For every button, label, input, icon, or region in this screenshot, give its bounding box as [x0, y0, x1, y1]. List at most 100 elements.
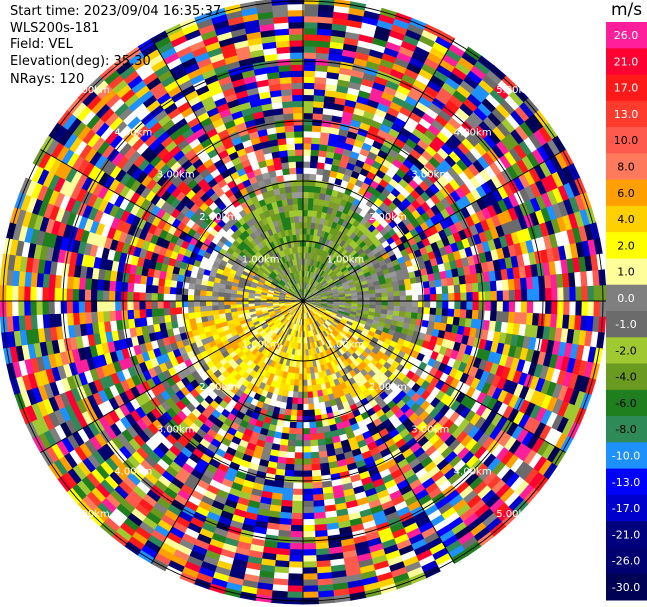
velocity-gate [345, 295, 352, 299]
velocity-gate [329, 360, 337, 368]
velocity-gate [486, 260, 496, 273]
velocity-gate [332, 490, 345, 500]
velocity-gate [319, 308, 326, 313]
velocity-gate [574, 271, 582, 288]
velocity-gate [324, 321, 331, 328]
velocity-gate [301, 307, 303, 314]
velocity-gate [257, 316, 265, 321]
velocity-gate [390, 319, 399, 327]
velocity-gate [500, 321, 509, 335]
velocity-gate [146, 324, 155, 334]
velocity-gate [86, 192, 99, 208]
velocity-gate [290, 524, 303, 532]
velocity-gate [102, 399, 115, 414]
velocity-gate [482, 471, 497, 487]
velocity-gate [103, 268, 112, 281]
velocity-gate [361, 450, 373, 461]
velocity-gate [423, 307, 431, 315]
velocity-gate [481, 194, 493, 209]
velocity-gate [346, 276, 354, 282]
velocity-gate [303, 227, 308, 235]
velocity-gate [49, 326, 58, 341]
velocity-gate [130, 374, 141, 387]
velocity-gate [212, 281, 221, 288]
velocity-gate [320, 295, 328, 299]
velocity-gate [417, 154, 430, 167]
velocity-gate [510, 110, 526, 127]
velocity-gate [286, 591, 303, 599]
velocity-gate [260, 304, 268, 308]
velocity-gate [315, 359, 321, 367]
velocity-gate [327, 317, 334, 323]
velocity-gate [372, 560, 390, 571]
velocity-gate [293, 330, 297, 338]
velocity-gate [341, 374, 349, 383]
velocity-gate [358, 470, 371, 481]
velocity-gate [325, 288, 332, 293]
velocity-gate [330, 311, 338, 317]
velocity-gate [434, 190, 446, 202]
velocity-gate [308, 303, 315, 307]
velocity-gate [315, 274, 320, 281]
velocity-gate [432, 232, 443, 243]
velocity-gate [31, 181, 44, 199]
velocity-gate [279, 331, 285, 339]
velocity-gate [529, 182, 542, 199]
velocity-gate [378, 468, 392, 479]
velocity-gate [433, 69, 450, 83]
velocity-gate [507, 495, 524, 513]
velocity-gate [114, 290, 122, 301]
velocity-gate [444, 138, 459, 152]
velocity-gate [303, 252, 306, 259]
velocity-gate [193, 289, 201, 296]
velocity-gate [435, 524, 452, 539]
velocity-gate [297, 343, 301, 350]
velocity-gate [331, 264, 338, 272]
velocity-gate [554, 231, 565, 248]
velocity-gate [169, 307, 177, 315]
velocity-gate [72, 276, 81, 290]
velocity-gate [267, 423, 277, 432]
velocity-gate [254, 300, 261, 304]
velocity-gate [85, 356, 96, 371]
velocity-gate [305, 355, 310, 362]
velocity-gate [299, 325, 302, 332]
velocity-gate [270, 492, 283, 501]
velocity-gate [526, 152, 541, 169]
velocity-gate [392, 310, 400, 317]
velocity-gate [550, 414, 564, 432]
velocity-gate [483, 360, 494, 374]
velocity-gate [372, 37, 389, 48]
velocity-gate [290, 302, 298, 305]
velocity-gate [457, 142, 471, 156]
velocity-gate [156, 441, 170, 455]
velocity-gate [342, 234, 350, 243]
velocity-gate [266, 298, 273, 301]
velocity-gate [56, 364, 67, 380]
velocity-gate [413, 143, 426, 156]
velocity-gate [278, 298, 285, 300]
velocity-gate [229, 300, 237, 305]
velocity-gate [504, 151, 518, 167]
velocity-gate [387, 305, 395, 311]
velocity-gate [466, 255, 476, 267]
velocity-gate [302, 379, 308, 387]
velocity-gate [432, 438, 445, 451]
velocity-gate [327, 334, 334, 341]
velocity-gate [302, 446, 311, 453]
velocity-gate [314, 281, 320, 288]
velocity-gate [425, 197, 437, 209]
velocity-gate [272, 437, 282, 446]
velocity-gate [325, 328, 332, 335]
velocity-gate [331, 435, 341, 444]
velocity-gate [144, 231, 154, 243]
velocity-gate [241, 325, 249, 332]
velocity-gate [491, 188, 504, 203]
velocity-gate [326, 534, 341, 543]
velocity-gate [484, 229, 494, 242]
velocity-gate [147, 367, 158, 379]
velocity-gate [314, 82, 327, 91]
velocity-gate [145, 316, 154, 326]
velocity-gate [293, 470, 303, 478]
velocity-gate [470, 401, 482, 415]
